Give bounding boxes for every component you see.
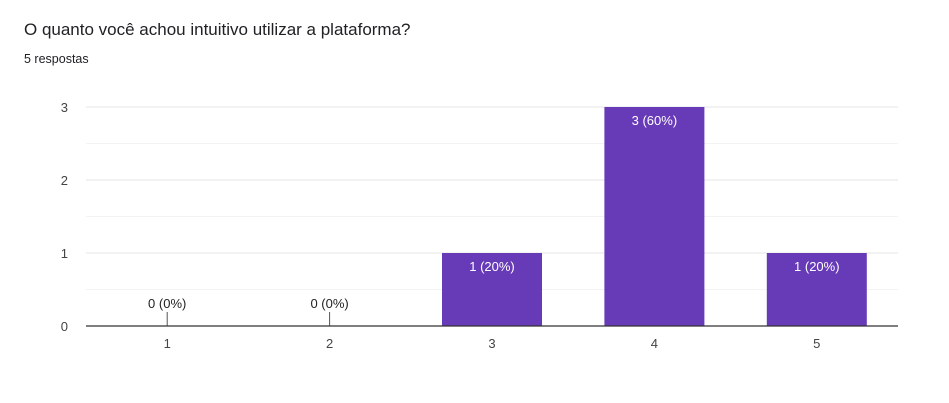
- data-label: 1 (20%): [469, 259, 515, 274]
- data-label: 0 (0%): [310, 296, 348, 311]
- data-label: 0 (0%): [148, 296, 186, 311]
- bar: [604, 107, 705, 326]
- data-label: 1 (20%): [794, 259, 840, 274]
- y-tick-label: 2: [61, 173, 68, 188]
- x-tick-label: 2: [326, 336, 333, 351]
- bar: [442, 253, 542, 326]
- x-tick-label: 5: [813, 336, 820, 351]
- y-tick-label: 3: [61, 100, 68, 115]
- x-tick-label: 3: [488, 336, 495, 351]
- x-tick-label: 4: [651, 336, 658, 351]
- y-tick-label: 1: [61, 246, 68, 261]
- data-label: 3 (60%): [632, 113, 678, 128]
- chart-title: O quanto você achou intuitivo utilizar a…: [24, 20, 411, 39]
- y-tick-label: 0: [61, 319, 68, 334]
- x-tick-label: 1: [164, 336, 171, 351]
- bar: [766, 253, 867, 326]
- response-count: 5 respostas: [24, 52, 89, 66]
